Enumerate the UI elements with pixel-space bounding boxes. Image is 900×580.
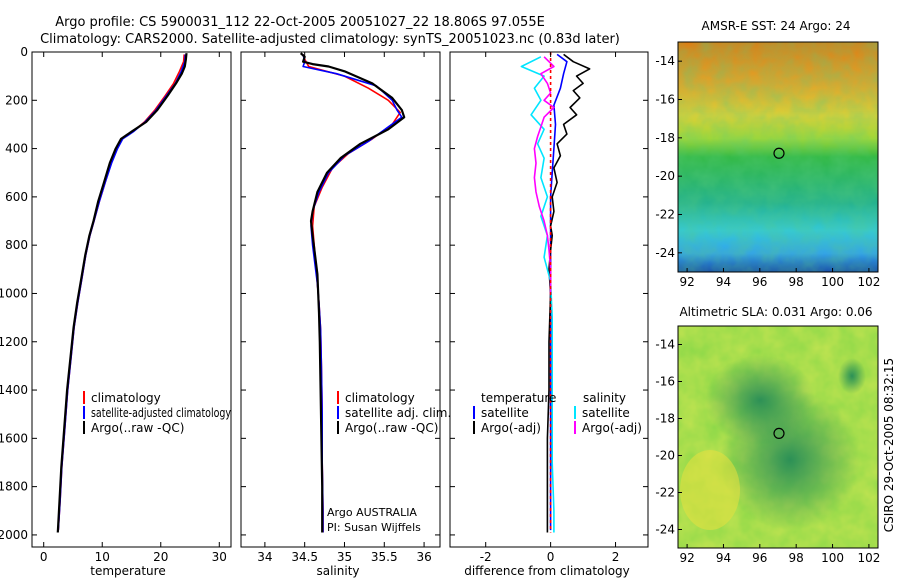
x-tick-label: 10 <box>95 550 110 564</box>
legend-temp-satellite: satellite <box>481 406 529 420</box>
y-tick-label: 1000 <box>0 286 28 300</box>
legend-sal-argo: Argo(-adj) <box>582 421 642 435</box>
y-tick-label: 2000 <box>0 528 28 542</box>
sst-map-title: AMSR-E SST: 24 Argo: 24 <box>702 19 851 33</box>
legend-sal-satellite: satellite <box>582 406 630 420</box>
map-x-tick-label: 96 <box>752 275 767 289</box>
x-tick-label: 35.5 <box>371 550 398 564</box>
map-x-tick-label: 100 <box>821 551 844 565</box>
map-x-tick-label: 98 <box>789 551 804 565</box>
difference-legend: temperature salinity satellite Argo(-adj… <box>473 391 642 435</box>
sla-low-region <box>705 355 815 445</box>
salinity-panel: 34 34.5 35 35.5 36 salinity climatology sate… <box>240 51 451 578</box>
map-y-tick-label: -24 <box>655 523 675 537</box>
y-tick-label: 1800 <box>0 480 28 494</box>
y-tick-label: 600 <box>5 190 28 204</box>
y-tick-label: 800 <box>5 238 28 252</box>
x-tick-label: 0 <box>547 550 555 564</box>
x-tick-label: 34.5 <box>291 550 318 564</box>
legend-argo: Argo(..raw -QC) <box>91 421 184 435</box>
x-tick-label: 0 <box>40 550 48 564</box>
x-tick-label: 30 <box>212 550 227 564</box>
map-x-tick-label: 102 <box>857 551 880 565</box>
y-tick-label: 1400 <box>0 383 28 397</box>
map-y-tick-label: -20 <box>655 169 675 183</box>
salinity-legend: climatology satellite adj. clim. Argo(..… <box>337 391 451 435</box>
map-y-tick-label: -14 <box>655 54 675 68</box>
y-tick-label: 200 <box>5 93 28 107</box>
figure-credit: CSIRO 29-Oct-2005 08:32:15 <box>882 358 896 532</box>
figure-title-line1: Argo profile: CS 5900031_112 22-Oct-2005… <box>55 15 545 30</box>
salinity-axes-frame <box>240 51 441 548</box>
y-tick-label: 1200 <box>0 335 28 349</box>
sst-map-panel: AMSR-E SST: 24 Argo: 24 92 94 96 98 100 102 -1… <box>655 19 880 289</box>
legend-temp-argo: Argo(-adj) <box>481 421 541 435</box>
map-x-tick-label: 98 <box>789 275 804 289</box>
map-x-tick-label: 102 <box>857 275 880 289</box>
series-argo <box>56 53 188 533</box>
map-x-tick-label: 92 <box>679 275 694 289</box>
sst-map-texture <box>678 42 878 272</box>
temperature-axes-frame <box>31 51 232 548</box>
difference-xlabel: difference from climatology <box>464 564 630 578</box>
legend-temperature-header: temperature <box>481 391 556 405</box>
map-y-tick-label: -16 <box>655 93 675 107</box>
map-x-tick-label: 94 <box>716 275 731 289</box>
y-tick-label: 0 <box>20 45 28 59</box>
y-tick-label: 400 <box>5 142 28 156</box>
map-y-tick-label: -20 <box>655 449 675 463</box>
temperature-legend: climatology satellite-adjusted climatolo… <box>83 391 231 435</box>
x-tick-label: 34 <box>257 550 272 564</box>
series-salinity-satellite <box>520 56 555 533</box>
series-temperature-argo-adj- <box>546 53 591 533</box>
difference-panel: -2 0 2 difference from climatology tempera… <box>449 51 649 578</box>
figure-title-line2: Climatology: CARS2000. Satellite-adjuste… <box>40 32 620 47</box>
map-x-tick-label: 100 <box>821 275 844 289</box>
legend-argo: Argo(..raw -QC) <box>345 421 438 435</box>
legend-salinity-header: salinity <box>583 391 626 405</box>
argo-position-marker <box>773 147 785 159</box>
legend-satellite: satellite-adjusted climatology <box>91 406 231 420</box>
y-tick-label: 1600 <box>0 431 28 445</box>
map-x-tick-label: 92 <box>679 551 694 565</box>
sst-map-frame <box>677 41 879 273</box>
map-y-tick-label: -14 <box>655 338 675 352</box>
series-argo <box>299 52 406 533</box>
temperature-xlabel: temperature <box>90 564 165 578</box>
sla-map-panel: Altimetric SLA: 0.031 Argo: 0.06 92 94 96 9… <box>655 305 880 565</box>
temperature-panel: 0 200 400 600 800 1000 1200 1400 1600 1800 2000 0 1… <box>0 45 232 578</box>
legend-satellite: satellite adj. clim. <box>345 406 451 420</box>
map-x-tick-label: 94 <box>716 551 731 565</box>
map-y-tick-label: -18 <box>655 131 675 145</box>
x-tick-label: 36 <box>416 550 431 564</box>
difference-axes-frame <box>449 51 649 548</box>
map-y-tick-label: -22 <box>655 208 675 222</box>
x-tick-label: 35 <box>337 550 352 564</box>
salinity-xlabel: salinity <box>316 564 359 578</box>
series-salinity-argo-adj- <box>533 56 555 294</box>
map-y-tick-label: -24 <box>655 246 675 260</box>
float-operator-label: Argo AUSTRALIA <box>327 506 417 519</box>
sla-high-region <box>680 450 740 530</box>
legend-climatology: climatology <box>91 391 161 405</box>
argo-position-marker <box>773 427 785 440</box>
x-tick-label: 2 <box>612 550 620 564</box>
sla-map-title: Altimetric SLA: 0.031 Argo: 0.06 <box>679 305 872 319</box>
sla-map-frame <box>677 325 879 549</box>
principal-investigator-label: PI: Susan Wijffels <box>327 521 421 534</box>
map-x-tick-label: 96 <box>752 551 767 565</box>
map-y-tick-label: -22 <box>655 486 675 500</box>
map-y-tick-label: -16 <box>655 375 675 389</box>
x-tick-label: -2 <box>480 550 492 564</box>
sla-low-region <box>838 358 866 394</box>
legend-climatology: climatology <box>345 391 415 405</box>
map-y-tick-label: -18 <box>655 412 675 426</box>
x-tick-label: 20 <box>153 550 168 564</box>
